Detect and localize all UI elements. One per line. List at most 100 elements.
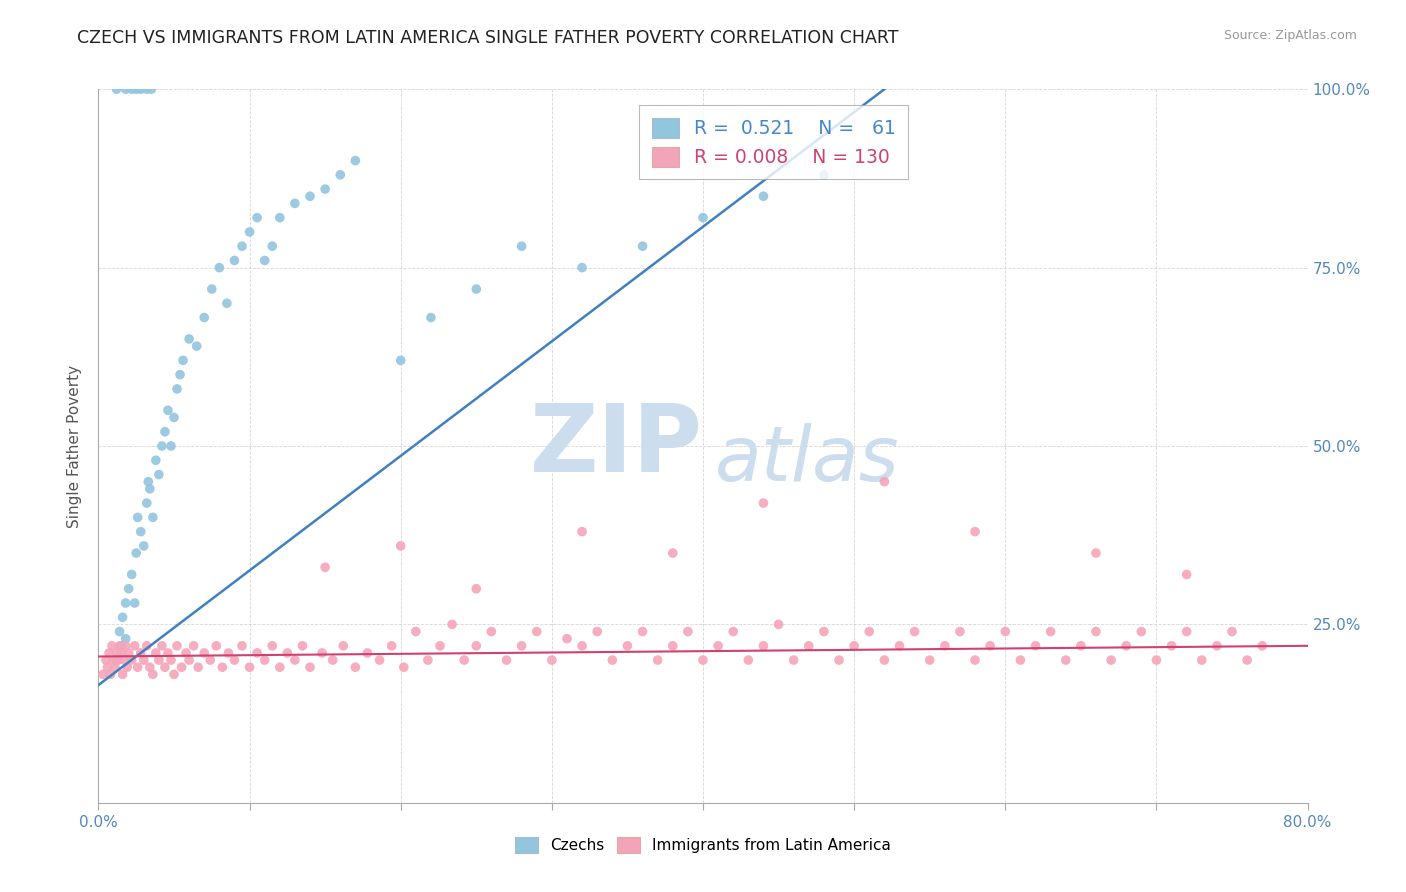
Point [1191, 653, 1213, 667]
Point [132, 653, 155, 667]
Point [121, 82, 143, 96]
Point [125, 546, 148, 560]
Point [121, 653, 143, 667]
Point [752, 189, 775, 203]
Point [115, 660, 138, 674]
Point [526, 624, 548, 639]
Point [262, 639, 284, 653]
Point [329, 168, 352, 182]
Point [465, 639, 488, 653]
Point [692, 211, 714, 225]
Point [918, 653, 941, 667]
Point [481, 624, 503, 639]
Point [299, 660, 322, 674]
Point [183, 639, 205, 653]
Point [429, 639, 451, 653]
Point [979, 639, 1001, 653]
Point [193, 646, 215, 660]
Point [1054, 653, 1077, 667]
Point [179, 653, 201, 667]
Point [269, 660, 291, 674]
Point [647, 653, 669, 667]
Point [170, 660, 193, 674]
Point [299, 189, 322, 203]
Point [291, 639, 314, 653]
Point [110, 639, 132, 653]
Point [276, 646, 298, 660]
Point [510, 239, 533, 253]
Point [586, 624, 609, 639]
Point [166, 382, 188, 396]
Point [114, 639, 136, 653]
Point [110, 646, 132, 660]
Point [1175, 567, 1198, 582]
Point [1175, 624, 1198, 639]
Point [1251, 639, 1274, 653]
Point [172, 353, 194, 368]
Point [136, 475, 159, 489]
Point [145, 453, 167, 467]
Point [752, 496, 775, 510]
Point [127, 510, 149, 524]
Point [105, 646, 128, 660]
Point [127, 660, 149, 674]
Point [752, 639, 775, 653]
Point [153, 425, 176, 439]
Point [314, 560, 336, 574]
Point [332, 639, 354, 653]
Point [420, 310, 443, 325]
Point [1085, 624, 1108, 639]
Point [239, 225, 262, 239]
Point [150, 439, 173, 453]
Y-axis label: Single Father Poverty: Single Father Poverty [67, 365, 83, 527]
Point [107, 653, 129, 667]
Point [118, 646, 141, 660]
Point [602, 653, 624, 667]
Point [416, 653, 439, 667]
Point [142, 667, 165, 681]
Point [246, 646, 269, 660]
Point [100, 667, 122, 681]
Point [231, 239, 253, 253]
Point [555, 632, 578, 646]
Point [284, 653, 307, 667]
Point [224, 653, 246, 667]
Point [169, 368, 191, 382]
Point [1236, 653, 1258, 667]
Point [344, 153, 367, 168]
Point [253, 253, 276, 268]
Point [571, 524, 593, 539]
Point [1160, 639, 1182, 653]
Point [844, 639, 866, 653]
Point [215, 296, 238, 310]
Point [91, 667, 114, 681]
Point [344, 660, 367, 674]
Point [441, 617, 464, 632]
Point [284, 196, 307, 211]
Point [98, 646, 121, 660]
Point [571, 639, 593, 653]
Point [737, 653, 759, 667]
Point [1024, 639, 1046, 653]
Point [160, 653, 183, 667]
Point [616, 639, 638, 653]
Point [965, 653, 987, 667]
Point [114, 632, 136, 646]
Point [356, 646, 378, 660]
Point [179, 332, 201, 346]
Point [208, 260, 231, 275]
Point [141, 82, 163, 96]
Point [1099, 653, 1122, 667]
Point [200, 653, 222, 667]
Point [1130, 624, 1153, 639]
Point [129, 524, 152, 539]
Point [904, 624, 927, 639]
Point [631, 239, 654, 253]
Point [311, 646, 333, 660]
Point [135, 639, 157, 653]
Point [934, 639, 956, 653]
Point [768, 617, 790, 632]
Point [174, 646, 197, 660]
Point [389, 353, 412, 368]
Point [239, 660, 262, 674]
